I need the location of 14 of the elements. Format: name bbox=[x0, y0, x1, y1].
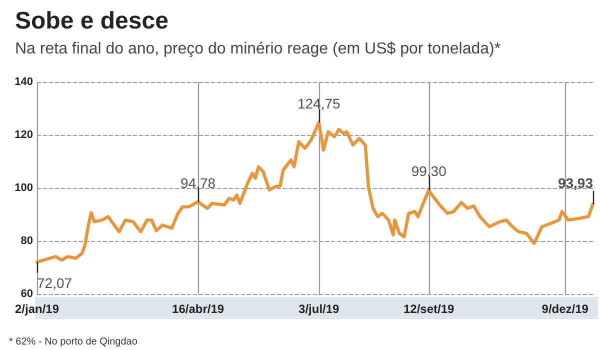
line-series bbox=[35, 120, 595, 264]
chart-title: Sobe e desce bbox=[15, 8, 168, 34]
x-tick-label: 16/abr/19 bbox=[172, 302, 224, 316]
x-tick-label: 3/jul/19 bbox=[298, 302, 340, 316]
x-tick-label: 2/jan/19 bbox=[14, 302, 60, 316]
y-tick-label: 60 bbox=[20, 288, 33, 300]
x-tick-label: 12/set/19 bbox=[403, 302, 455, 316]
text: * 62% - No porto de Qingdao bbox=[9, 336, 138, 348]
y-tick-label: 140 bbox=[14, 76, 33, 88]
x-tick-label: 9/dez/19 bbox=[542, 302, 589, 316]
y-tick-label: 80 bbox=[20, 235, 33, 247]
y-tick-label: 100 bbox=[14, 182, 33, 194]
chart-subtitle: Na reta final do ano, preço do minério reage (em US$ por tonelada)* bbox=[15, 40, 501, 58]
y-tick-label: 120 bbox=[14, 129, 33, 141]
